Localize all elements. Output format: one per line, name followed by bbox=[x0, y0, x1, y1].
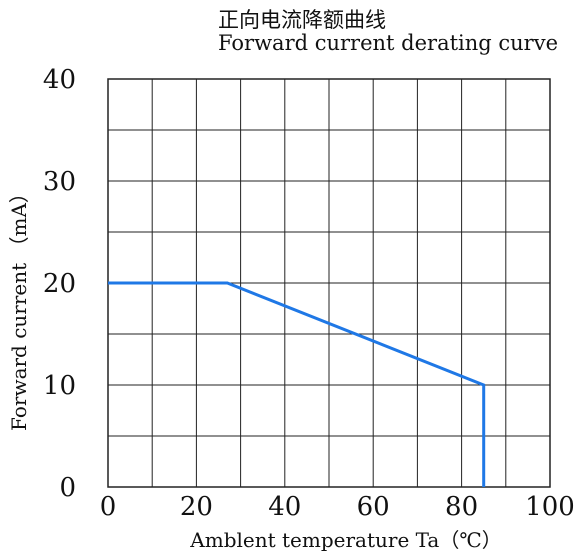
x-tick-label: 40 bbox=[268, 492, 301, 522]
x-tick-label: 20 bbox=[180, 492, 213, 522]
y-tick-label: 30 bbox=[43, 167, 76, 197]
x-tick-labels: 0 20 40 60 80 100 bbox=[100, 492, 574, 522]
y-axis-label: Forward current （mA） bbox=[7, 183, 31, 431]
x-tick-label: 0 bbox=[100, 492, 117, 522]
x-tick-label: 60 bbox=[357, 492, 390, 522]
y-tick-labels: 0 10 20 30 40 bbox=[43, 65, 76, 503]
y-tick-label: 10 bbox=[43, 371, 76, 401]
series-line bbox=[108, 281, 486, 487]
x-tick-label: 100 bbox=[525, 492, 574, 522]
x-tick-label: 80 bbox=[445, 492, 478, 522]
chart-title: 正向电流降额曲线 bbox=[218, 8, 386, 32]
y-tick-label: 40 bbox=[43, 65, 76, 95]
chart-subtitle: Forward current derating curve bbox=[217, 31, 558, 55]
y-tick-label: 0 bbox=[59, 473, 76, 503]
y-tick-label: 20 bbox=[43, 269, 76, 299]
x-axis-label: Amblent temperature Ta（℃） bbox=[189, 528, 501, 552]
series-layer bbox=[108, 281, 486, 487]
grid bbox=[108, 79, 550, 487]
